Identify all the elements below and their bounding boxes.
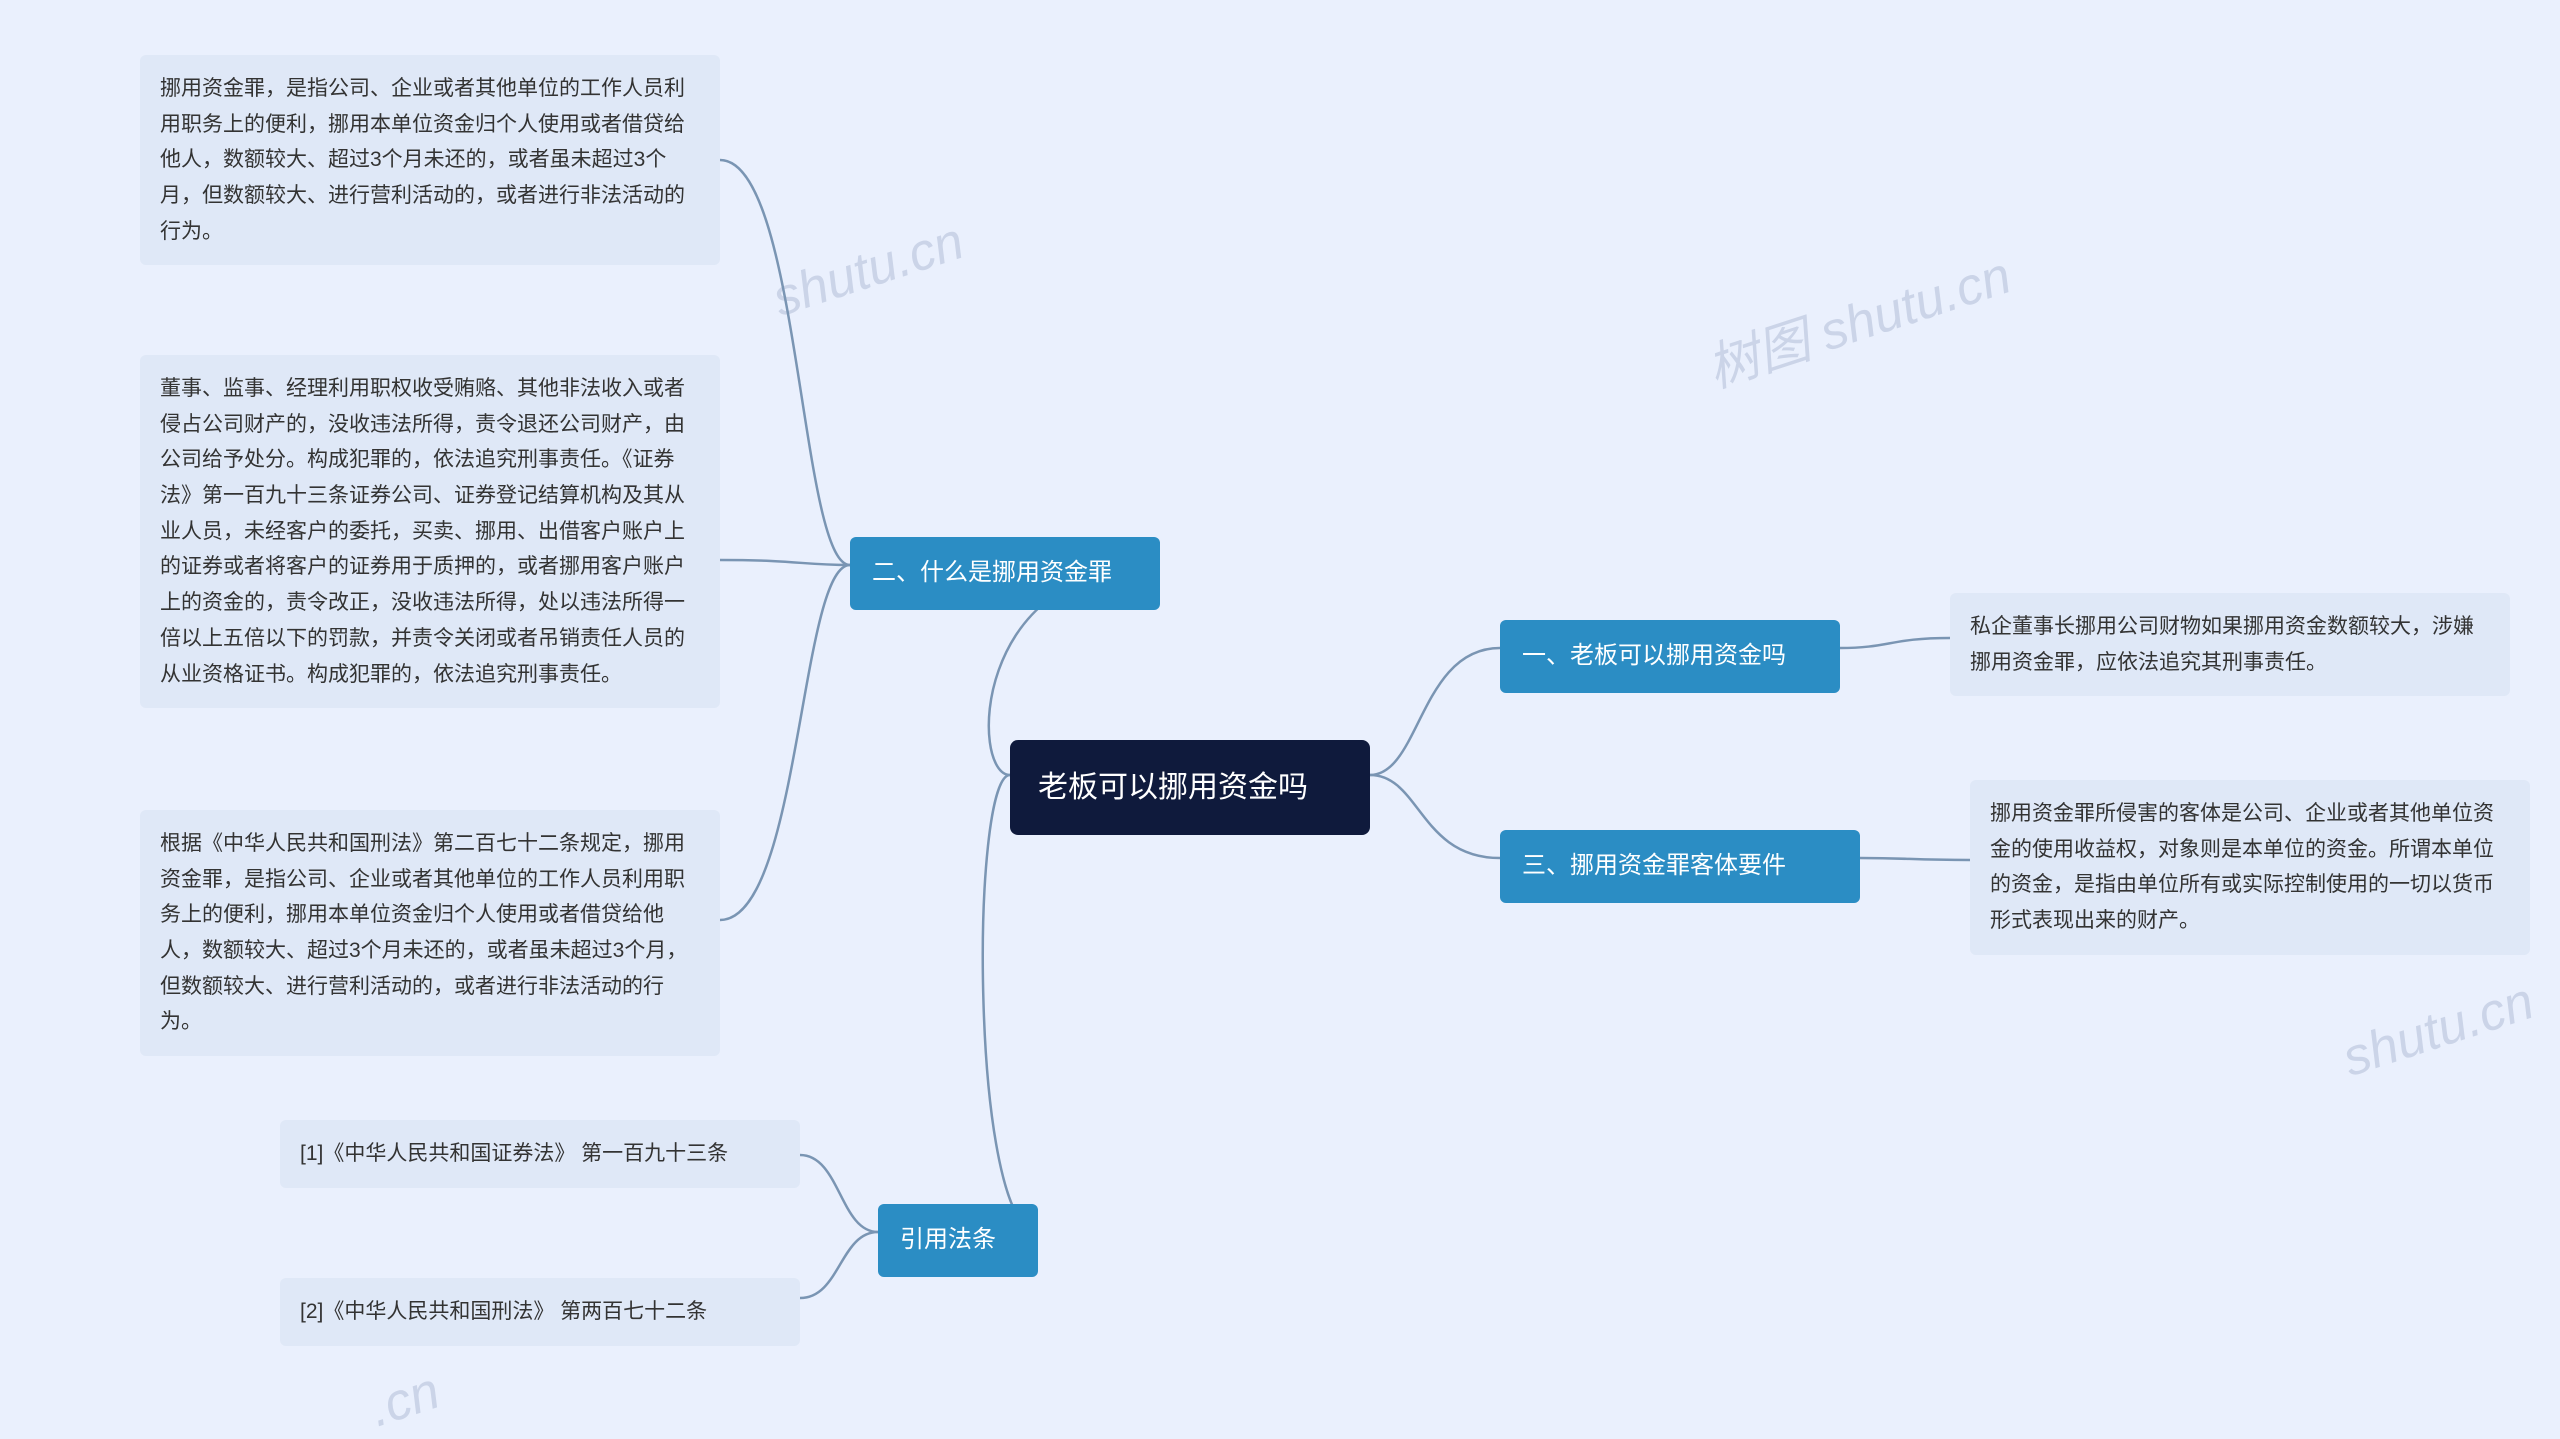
leaf-3: 挪用资金罪所侵害的客体是公司、企业或者其他单位资金的使用收益权，对象则是本单位的…: [1970, 780, 2530, 955]
watermark: 树图 shutu.cn: [1696, 233, 2019, 402]
leaf-citation-1: [1]《中华人民共和国证券法》 第一百九十三条: [280, 1120, 800, 1188]
mindmap-root: 老板可以挪用资金吗: [1010, 740, 1370, 835]
watermark: .cn: [362, 1361, 447, 1439]
branch-3: 三、挪用资金罪客体要件: [1500, 830, 1860, 903]
branch-1: 一、老板可以挪用资金吗: [1500, 620, 1840, 693]
watermark: shutu.cn: [766, 211, 971, 329]
leaf-2a: 挪用资金罪，是指公司、企业或者其他单位的工作人员利用职务上的便利，挪用本单位资金…: [140, 55, 720, 265]
branch-2: 二、什么是挪用资金罪: [850, 537, 1160, 610]
leaf-1: 私企董事长挪用公司财物如果挪用资金数额较大，涉嫌挪用资金罪，应依法追究其刑事责任…: [1950, 593, 2510, 696]
watermark: shutu.cn: [2336, 971, 2541, 1089]
branch-citations: 引用法条: [878, 1204, 1038, 1277]
leaf-2b: 董事、监事、经理利用职权收受贿赂、其他非法收入或者侵占公司财产的，没收违法所得，…: [140, 355, 720, 708]
leaf-2c: 根据《中华人民共和国刑法》第二百七十二条规定，挪用资金罪，是指公司、企业或者其他…: [140, 810, 720, 1056]
leaf-citation-2: [2]《中华人民共和国刑法》 第两百七十二条: [280, 1278, 800, 1346]
